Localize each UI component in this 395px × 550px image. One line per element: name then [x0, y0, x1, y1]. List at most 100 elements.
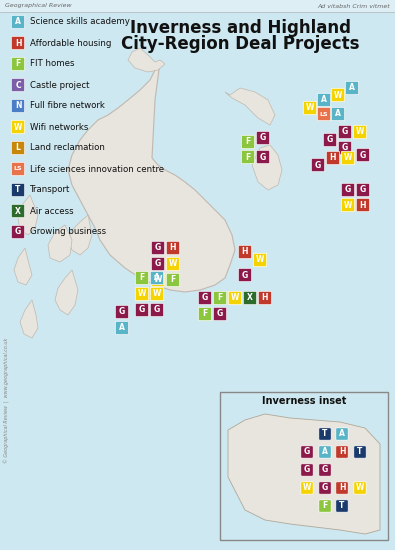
FancyBboxPatch shape: [319, 446, 331, 458]
Text: H: H: [360, 201, 366, 210]
FancyBboxPatch shape: [301, 482, 313, 494]
Text: G: G: [242, 271, 248, 279]
Text: F: F: [202, 310, 208, 318]
FancyBboxPatch shape: [336, 500, 348, 512]
Text: F: F: [170, 276, 176, 284]
FancyBboxPatch shape: [356, 183, 370, 197]
Text: W: W: [256, 256, 264, 265]
Text: T: T: [322, 430, 328, 438]
Text: Growing business: Growing business: [30, 228, 106, 236]
FancyBboxPatch shape: [354, 446, 366, 458]
Text: F: F: [245, 152, 250, 162]
FancyBboxPatch shape: [11, 57, 25, 71]
Text: A: A: [335, 109, 341, 118]
Text: W: W: [169, 260, 177, 268]
FancyBboxPatch shape: [166, 241, 180, 255]
Text: H: H: [170, 244, 176, 252]
Text: W: W: [344, 201, 352, 210]
Text: T: T: [357, 448, 363, 456]
Text: G: G: [260, 134, 266, 142]
Text: Castle project: Castle project: [30, 80, 90, 90]
FancyBboxPatch shape: [336, 446, 348, 458]
Text: Transport: Transport: [30, 185, 70, 195]
FancyBboxPatch shape: [115, 305, 129, 318]
Polygon shape: [18, 195, 38, 235]
FancyBboxPatch shape: [341, 183, 355, 197]
FancyBboxPatch shape: [135, 303, 149, 317]
Text: L: L: [15, 144, 21, 152]
Text: Inverness inset: Inverness inset: [262, 396, 346, 406]
Text: A: A: [321, 96, 327, 104]
Text: W: W: [154, 276, 162, 284]
Polygon shape: [20, 300, 38, 338]
FancyBboxPatch shape: [11, 204, 25, 218]
Text: G: G: [327, 135, 333, 145]
Polygon shape: [68, 62, 235, 292]
Text: W: W: [356, 483, 364, 492]
Text: G: G: [155, 244, 161, 252]
FancyBboxPatch shape: [228, 292, 242, 305]
FancyBboxPatch shape: [238, 268, 252, 282]
Text: A: A: [322, 448, 328, 456]
Text: G: G: [119, 307, 125, 316]
Text: W: W: [306, 103, 314, 113]
Polygon shape: [228, 414, 380, 534]
FancyBboxPatch shape: [253, 254, 267, 267]
FancyBboxPatch shape: [198, 307, 212, 321]
Text: W: W: [334, 91, 342, 100]
FancyBboxPatch shape: [256, 150, 270, 164]
FancyBboxPatch shape: [338, 125, 352, 139]
Text: H: H: [242, 248, 248, 256]
Text: W: W: [153, 289, 161, 299]
FancyBboxPatch shape: [317, 107, 331, 120]
Text: T: T: [15, 185, 21, 195]
Text: G: G: [155, 260, 161, 268]
FancyBboxPatch shape: [213, 292, 227, 305]
Text: G: G: [322, 483, 328, 492]
FancyBboxPatch shape: [319, 482, 331, 494]
Text: C: C: [15, 80, 21, 90]
Text: Wifi networks: Wifi networks: [30, 123, 88, 131]
FancyBboxPatch shape: [198, 292, 212, 305]
Text: Life sciences innovation centre: Life sciences innovation centre: [30, 164, 164, 173]
Text: Air access: Air access: [30, 206, 73, 216]
Polygon shape: [225, 88, 275, 125]
Text: Ad vitabsh Crim vitmet: Ad vitabsh Crim vitmet: [317, 3, 390, 8]
Text: W: W: [344, 153, 352, 162]
Text: Affordable housing: Affordable housing: [30, 39, 111, 47]
Text: G: G: [139, 305, 145, 315]
Text: N: N: [15, 102, 21, 111]
Text: LS: LS: [320, 112, 328, 117]
FancyBboxPatch shape: [238, 245, 252, 258]
FancyBboxPatch shape: [303, 101, 317, 115]
FancyBboxPatch shape: [115, 321, 129, 335]
Text: G: G: [342, 144, 348, 152]
FancyBboxPatch shape: [319, 500, 331, 512]
FancyBboxPatch shape: [345, 81, 359, 95]
FancyBboxPatch shape: [11, 78, 25, 92]
FancyBboxPatch shape: [243, 292, 257, 305]
Text: G: G: [345, 185, 351, 195]
Text: A: A: [15, 18, 21, 26]
Polygon shape: [55, 270, 78, 315]
FancyBboxPatch shape: [338, 141, 352, 155]
Text: City-Region Deal Projects: City-Region Deal Projects: [121, 35, 359, 53]
Text: G: G: [15, 228, 21, 236]
Text: © Geographical Review  |  www.geographical.co.uk: © Geographical Review | www.geographical…: [4, 337, 10, 463]
FancyBboxPatch shape: [241, 150, 255, 164]
Text: W: W: [138, 289, 146, 299]
Polygon shape: [128, 48, 165, 72]
FancyBboxPatch shape: [341, 151, 355, 164]
FancyBboxPatch shape: [150, 271, 164, 285]
Text: H: H: [339, 448, 345, 456]
Text: W: W: [356, 128, 364, 136]
Text: A: A: [154, 273, 160, 283]
FancyBboxPatch shape: [323, 133, 337, 147]
Text: FIT homes: FIT homes: [30, 59, 75, 69]
FancyBboxPatch shape: [213, 307, 227, 321]
Text: T: T: [339, 502, 345, 510]
FancyBboxPatch shape: [11, 183, 25, 197]
FancyBboxPatch shape: [11, 100, 25, 113]
Text: Land reclamation: Land reclamation: [30, 144, 105, 152]
Text: H: H: [330, 153, 336, 162]
